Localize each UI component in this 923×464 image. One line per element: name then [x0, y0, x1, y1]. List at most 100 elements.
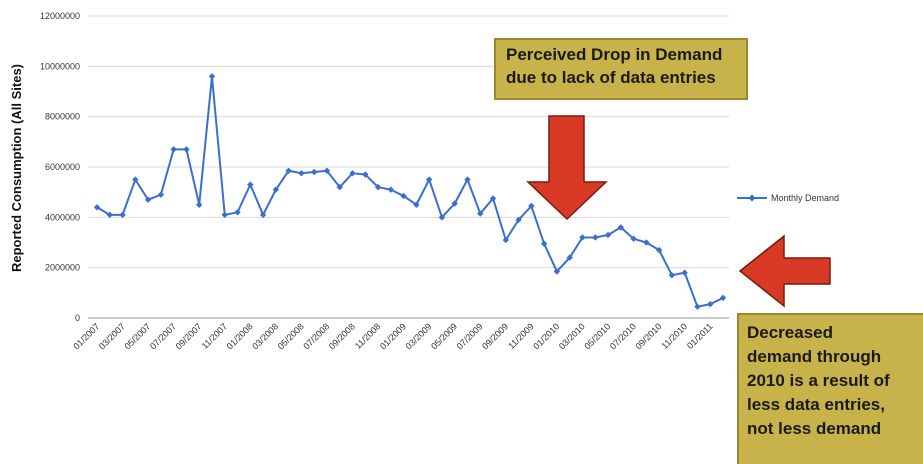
x-tick-label: 01/2011 — [685, 321, 715, 351]
data-point — [707, 300, 714, 308]
callout-text: not less demand — [747, 419, 882, 438]
x-tick-label: 03/2007 — [97, 321, 127, 351]
data-point — [515, 216, 522, 224]
data-point — [528, 202, 535, 210]
x-tick-label: 01/2009 — [378, 321, 408, 351]
x-tick-label: 03/2009 — [403, 321, 433, 351]
series-line-monthly-demand — [96, 76, 724, 308]
callout-decreased-demand: Decreased demand through 2010 is a resul… — [737, 313, 923, 464]
x-tick-label: 07/2010 — [608, 321, 638, 351]
left-arrow — [738, 234, 831, 308]
data-point — [132, 176, 139, 183]
data-point — [413, 201, 420, 208]
x-axis-ticks: 01/200703/200705/200707/200709/200711/20… — [71, 321, 714, 351]
x-tick-label: 07/2007 — [148, 321, 178, 351]
data-point — [540, 240, 548, 247]
x-tick-label: 05/2009 — [429, 321, 459, 351]
data-point — [259, 211, 267, 219]
x-tick-label: 03/2008 — [250, 321, 280, 351]
data-point — [170, 146, 177, 153]
y-tick-label: 6000000 — [45, 162, 80, 172]
data-point — [221, 211, 228, 219]
data-point — [196, 201, 203, 208]
data-point — [604, 231, 612, 239]
data-point — [630, 235, 637, 242]
x-tick-label: 09/2009 — [480, 321, 510, 351]
data-point — [464, 176, 471, 183]
data-point — [106, 211, 113, 219]
x-tick-label: 05/2010 — [582, 321, 612, 351]
data-point — [374, 183, 382, 191]
y-axis-label: Reported Consumption (All Sites) — [9, 64, 24, 272]
data-point — [247, 181, 254, 188]
y-tick-label: 12000000 — [40, 11, 80, 21]
down-arrow — [526, 115, 608, 221]
data-point — [502, 236, 510, 244]
data-point — [694, 303, 701, 310]
legend-label: Monthly Demand — [771, 193, 839, 203]
data-point — [438, 214, 446, 221]
x-tick-label: 01/2010 — [531, 321, 561, 351]
x-tick-label: 11/2007 — [200, 321, 230, 351]
data-point — [336, 183, 343, 191]
x-tick-label: 11/2010 — [659, 321, 689, 351]
data-point — [183, 146, 190, 153]
data-point — [489, 195, 497, 202]
x-tick-label: 07/2008 — [301, 321, 331, 351]
x-tick-label: 11/2009 — [506, 321, 536, 351]
data-point — [144, 196, 152, 203]
data-point — [400, 192, 407, 200]
callout-text: less data entries, — [747, 395, 885, 414]
data-point — [592, 234, 599, 241]
data-point — [681, 269, 688, 276]
data-point — [310, 168, 318, 176]
callout-text: 2010 is a result of — [747, 371, 890, 390]
data-point — [579, 234, 586, 241]
series-points — [93, 73, 727, 310]
data-point — [362, 171, 369, 178]
data-point — [617, 224, 624, 231]
x-tick-label: 09/2007 — [174, 321, 204, 351]
y-tick-label: 0 — [75, 313, 80, 323]
x-tick-label: 05/2007 — [122, 321, 152, 351]
data-point — [323, 167, 331, 174]
legend-marker — [748, 194, 756, 202]
x-tick-label: 09/2010 — [633, 321, 663, 351]
callout-perceived-drop: Perceived Drop in Demand due to lack of … — [494, 38, 748, 100]
data-point — [349, 170, 356, 177]
data-point — [477, 210, 484, 217]
callout-text: Perceived Drop in Demand — [506, 45, 723, 64]
y-tick-label: 8000000 — [45, 112, 80, 122]
data-point — [285, 167, 292, 174]
data-point — [451, 200, 458, 207]
data-point — [157, 191, 165, 198]
x-tick-label: 01/2007 — [71, 321, 101, 351]
data-point — [298, 170, 305, 177]
x-tick-label: 03/2010 — [557, 321, 587, 351]
x-tick-label: 09/2008 — [327, 321, 357, 351]
data-point — [719, 294, 727, 302]
data-point — [272, 186, 280, 193]
data-point — [208, 73, 216, 80]
gridlines — [88, 15, 729, 269]
y-tick-label: 4000000 — [45, 212, 80, 222]
data-point — [643, 239, 650, 246]
data-point — [93, 204, 101, 211]
data-point — [566, 254, 573, 261]
callout-text: Decreased — [747, 323, 834, 342]
y-tick-label: 2000000 — [45, 263, 80, 273]
x-tick-label: 07/2009 — [455, 321, 485, 351]
data-point — [234, 209, 241, 216]
x-tick-label: 05/2008 — [276, 321, 306, 351]
x-tick-label: 01/2008 — [225, 321, 255, 351]
data-point — [655, 246, 663, 254]
legend: Monthly Demand — [737, 193, 839, 203]
callout-text: demand through — [747, 347, 882, 366]
data-point — [425, 176, 433, 183]
data-point — [553, 268, 561, 275]
y-axis-ticks: 0 2000000 4000000 6000000 8000000 10000000 120… — [40, 11, 80, 323]
x-tick-label: 11/2008 — [353, 321, 383, 351]
data-point — [119, 211, 126, 219]
callout-text: due to lack of data entries — [506, 68, 716, 87]
